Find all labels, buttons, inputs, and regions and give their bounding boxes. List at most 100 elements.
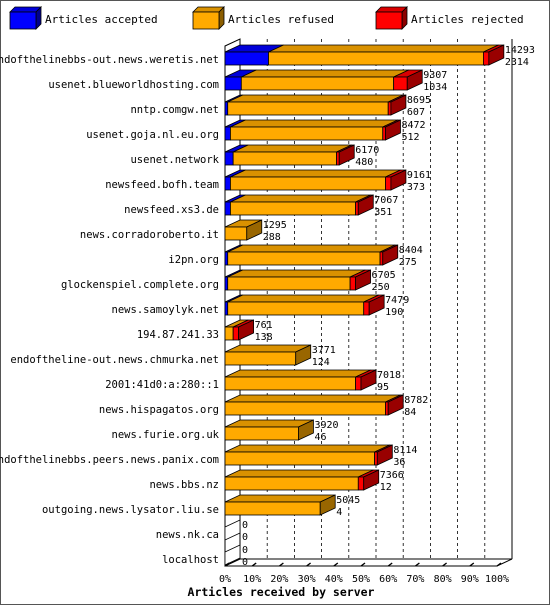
bar-top xyxy=(227,294,379,303)
value-label: 8695 xyxy=(407,95,431,106)
bar-segment xyxy=(227,101,389,116)
bar-segment xyxy=(355,201,359,216)
value-label: 480 xyxy=(355,157,373,168)
bar-segment xyxy=(224,101,229,116)
bar-side xyxy=(319,494,336,516)
bar-segment xyxy=(349,276,356,291)
bar-segment xyxy=(230,201,356,216)
legend-swatch xyxy=(9,11,37,30)
bar-side xyxy=(406,69,423,91)
bar-side xyxy=(385,119,401,141)
bar-segment xyxy=(224,401,386,416)
bar-group xyxy=(224,269,371,291)
value-label: 14293 xyxy=(505,45,535,56)
bar-group xyxy=(224,219,263,241)
x-axis-title: Articles received by server xyxy=(188,585,375,599)
bar-group xyxy=(224,319,255,341)
bar-segment xyxy=(230,176,386,191)
x-axis: 0% 10% 20% 30% 40% 50% 60% 70% 80% 90% 100% xyxy=(219,562,509,585)
bar-segment xyxy=(224,251,229,266)
bar-top xyxy=(224,369,371,378)
value-label: 351 xyxy=(374,207,392,218)
value-label: 6705 xyxy=(372,270,396,281)
category-label: endofthelinebbs-out.news.weretis.net xyxy=(0,54,219,66)
x-tick xyxy=(224,562,230,567)
bar-top xyxy=(232,144,352,153)
value-label: 9307 xyxy=(423,70,447,81)
x-tick xyxy=(251,562,257,567)
bar-segment xyxy=(224,301,229,316)
x-tick-label: 0% xyxy=(219,574,231,585)
x-tick-label: 10% xyxy=(243,574,261,585)
bar-group xyxy=(224,69,423,91)
x-tick xyxy=(306,562,312,567)
bar-segment xyxy=(224,451,376,466)
value-label: 8782 xyxy=(404,395,428,406)
value-label: 6170 xyxy=(355,145,379,156)
bar-side xyxy=(357,194,374,216)
bar-empty xyxy=(224,544,241,566)
legend-swatch xyxy=(375,11,403,30)
x-tick xyxy=(333,562,339,567)
value-label: 9161 xyxy=(407,170,431,181)
value-label: 84 xyxy=(404,407,416,418)
value-label: 138 xyxy=(255,332,273,343)
value-label: 0 xyxy=(242,532,248,543)
legend-label: Articles refused xyxy=(228,13,334,26)
bar-group xyxy=(224,94,407,116)
bar-segment xyxy=(224,501,321,516)
value-label: 8114 xyxy=(393,445,417,456)
x-tick-label: 70% xyxy=(406,574,424,585)
category-label: usenet.goja.nl.eu.org xyxy=(86,129,219,141)
bar-segment xyxy=(336,151,340,166)
bar-side xyxy=(238,319,255,341)
x-tick-label: 40% xyxy=(325,574,343,585)
bar-segment xyxy=(227,276,351,291)
bar-segment xyxy=(363,301,370,316)
bar-segment xyxy=(224,326,234,341)
x-tick xyxy=(387,562,393,567)
category-label: endofthelinebbs.peers.news.panix.com xyxy=(0,454,219,466)
value-label: 46 xyxy=(314,432,326,443)
x-tick-label: 30% xyxy=(298,574,316,585)
bar-segment xyxy=(224,351,297,366)
bar-segment xyxy=(224,426,299,441)
value-label: 0 xyxy=(242,520,248,531)
category-label: 194.87.241.33 xyxy=(137,329,219,341)
value-label: 124 xyxy=(312,357,330,368)
bar-segment xyxy=(357,476,365,491)
bar-top xyxy=(227,269,366,278)
value-label: 36 xyxy=(393,457,405,468)
bar-segment xyxy=(224,201,231,216)
bar-top xyxy=(224,469,374,478)
value-label: 607 xyxy=(407,107,425,118)
bar-segment xyxy=(224,226,248,241)
bar-segment xyxy=(385,176,392,191)
value-label: 8472 xyxy=(401,120,425,131)
bar-side xyxy=(298,419,314,441)
category-label: newsfeed.bofh.team xyxy=(105,179,219,191)
bar-segment xyxy=(224,76,242,91)
bar-side xyxy=(363,469,380,491)
x-tick xyxy=(360,562,366,567)
value-label: 3771 xyxy=(312,345,336,356)
x-tick-label: 60% xyxy=(379,574,397,585)
legend-label: Articles accepted xyxy=(45,13,158,26)
bar-side xyxy=(376,444,393,466)
bar-group xyxy=(224,169,407,191)
category-label: news.bbs.nz xyxy=(149,479,219,491)
category-label: newsfeed.xs3.de xyxy=(124,204,219,216)
bar-segment xyxy=(224,276,229,291)
bar-side xyxy=(355,269,371,291)
bar-side xyxy=(390,94,407,116)
bar-top xyxy=(224,394,401,403)
value-label: 1034 xyxy=(423,82,447,93)
bar-top xyxy=(268,44,499,53)
bar-segment xyxy=(224,126,231,141)
bar-segment xyxy=(224,51,269,66)
bar-side xyxy=(387,394,404,416)
category-label: usenet.network xyxy=(130,154,219,166)
value-label: 7366 xyxy=(380,470,404,481)
bar-group xyxy=(224,494,336,516)
bar-segment xyxy=(393,76,408,91)
